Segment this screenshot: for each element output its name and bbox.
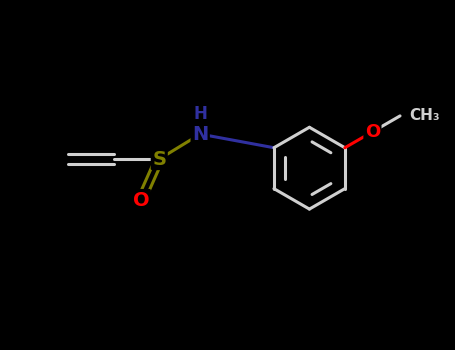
Text: O: O xyxy=(133,190,149,210)
Text: CH₃: CH₃ xyxy=(409,108,440,124)
Text: N: N xyxy=(192,125,208,144)
Text: S: S xyxy=(152,149,166,169)
Text: H: H xyxy=(193,105,207,122)
Text: O: O xyxy=(365,123,380,141)
